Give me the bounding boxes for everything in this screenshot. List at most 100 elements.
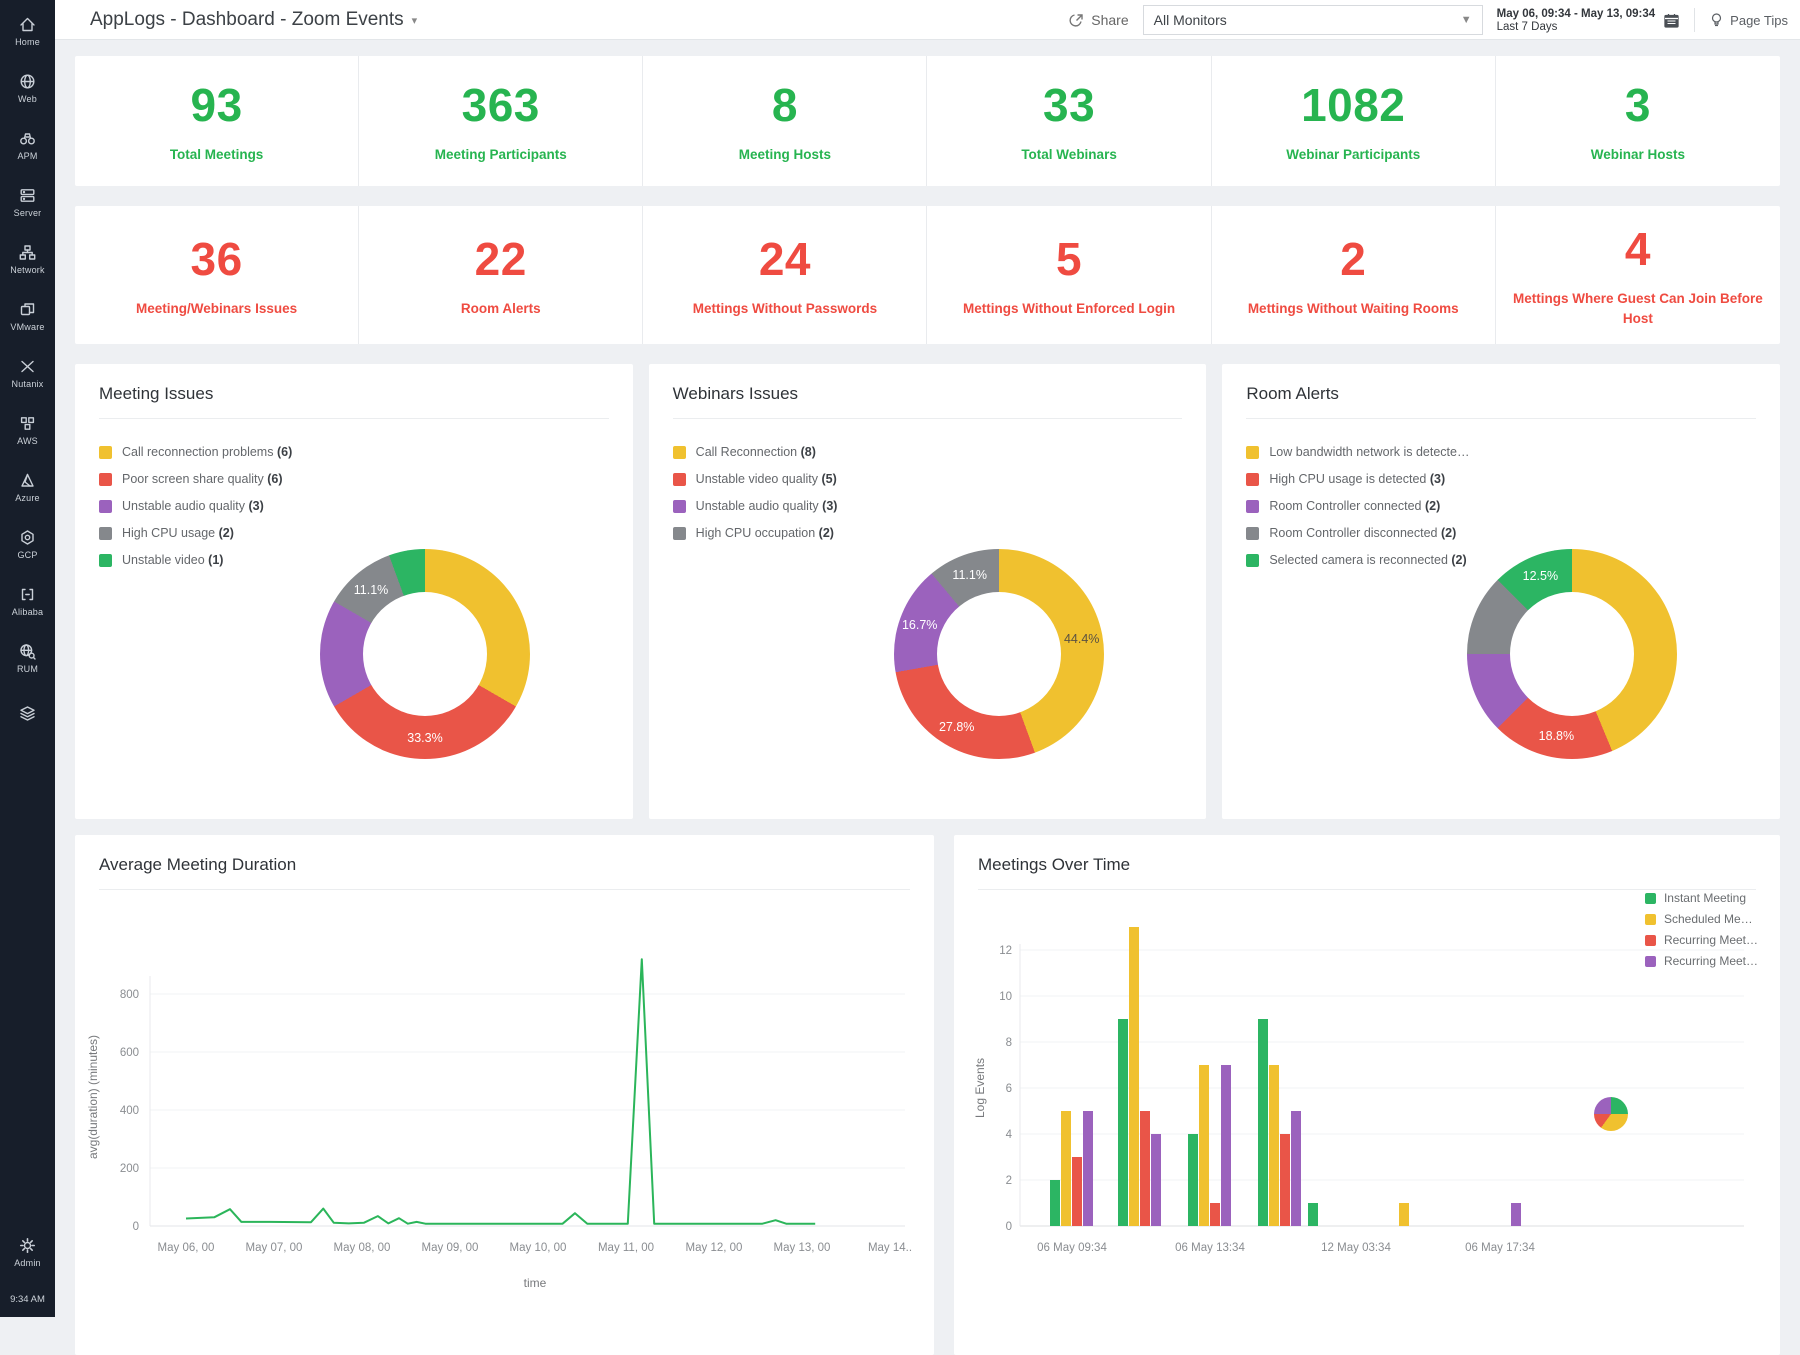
- legend-item: High CPU usage is detected (3): [1246, 472, 1756, 486]
- sidebar: Home Web APM Server Network VMware Nutan…: [0, 0, 55, 1317]
- stat-card: 33 Total Webinars: [927, 56, 1212, 186]
- aws-icon: [18, 414, 37, 433]
- donut-chart: 33.3% 11.1%: [320, 549, 530, 759]
- bar: [1210, 1203, 1220, 1226]
- donut-slice-label: 18.8%: [1538, 729, 1575, 743]
- donut-slice-label: 12.5%: [1522, 569, 1559, 583]
- bar: [1188, 1134, 1198, 1226]
- bar: [1280, 1134, 1290, 1226]
- page-tips-button[interactable]: Page Tips: [1709, 12, 1788, 28]
- donut-slice-label: 27.8%: [938, 720, 975, 734]
- sidebar-item-web[interactable]: Web: [0, 57, 55, 114]
- svg-text:May 12, 00: May 12, 00: [686, 1242, 743, 1254]
- stat-value: 36: [190, 232, 243, 285]
- bar: [1221, 1065, 1231, 1226]
- sidebar-item-apm[interactable]: APM: [0, 114, 55, 171]
- sidebar-item-label: Nutanix: [11, 378, 44, 389]
- panel-title: Meeting Issues: [99, 384, 214, 403]
- sidebar-item-network[interactable]: Network: [0, 228, 55, 285]
- bar: [1083, 1111, 1093, 1226]
- svg-text:May 07, 00: May 07, 00: [246, 1242, 303, 1254]
- legend-item: Instant Meeting: [1644, 891, 1758, 905]
- svg-text:06 May 17:34: 06 May 17:34: [1465, 1242, 1535, 1254]
- donut-slice-label: 33.3%: [407, 731, 443, 745]
- rum-icon: [18, 642, 37, 661]
- bar: [1258, 1019, 1268, 1226]
- legend-item: Poor screen share quality (6): [99, 472, 609, 486]
- sidebar-item-aws[interactable]: AWS: [0, 399, 55, 456]
- chevron-down-icon: ▾: [411, 14, 418, 27]
- monitor-filter-select[interactable]: All Monitors ▼: [1142, 5, 1483, 35]
- meeting-stats-row: 93 Total Meetings 363 Meeting Participan…: [75, 56, 1780, 186]
- calendar-icon: [1664, 13, 1679, 28]
- legend-swatch: [672, 472, 686, 486]
- sidebar-item-gcp[interactable]: GCP: [0, 513, 55, 570]
- vmware-icon: [18, 300, 37, 319]
- sidebar-item-vmware[interactable]: VMware: [0, 285, 55, 342]
- sidebar-item-nutanix[interactable]: Nutanix: [0, 342, 55, 399]
- sidebar-item-label: Web: [18, 93, 37, 104]
- alibaba-icon: [18, 585, 37, 604]
- svg-text:12: 12: [999, 945, 1012, 957]
- donut-chart: 18.8% 12.5%: [1467, 549, 1678, 759]
- sidebar-item-azure[interactable]: Azure: [0, 456, 55, 513]
- legend-swatch: [672, 499, 686, 513]
- bar: [1511, 1203, 1521, 1226]
- legend-item: Call Reconnection (8): [672, 445, 1183, 459]
- sidebar-item-label: RUM: [16, 663, 39, 674]
- header-divider: [1694, 8, 1696, 32]
- stat-label: Mettings Without Enforced Login: [963, 300, 1176, 316]
- sidebar-item-home[interactable]: Home: [0, 0, 55, 57]
- home-icon: [18, 15, 37, 34]
- sidebar-item-label: Alibaba: [11, 606, 44, 617]
- legend-swatch: [99, 499, 112, 513]
- stat-card: 2 Mettings Without Waiting Rooms: [1212, 206, 1496, 344]
- sidebar-item-alibaba[interactable]: Alibaba: [0, 570, 55, 627]
- donut-slice-label: 11.1%: [353, 583, 389, 597]
- stat-card: 22 Room Alerts: [359, 206, 644, 344]
- legend-item: Unstable audio quality (3): [672, 499, 1183, 513]
- gear-icon: [18, 1236, 37, 1255]
- svg-text:May 10, 00: May 10, 00: [510, 1242, 567, 1254]
- bar: [1291, 1111, 1301, 1226]
- sidebar-item-server[interactable]: Server: [0, 171, 55, 228]
- stat-value: 4: [1624, 222, 1651, 275]
- sidebar-item-admin[interactable]: Admin: [0, 1221, 55, 1278]
- svg-text:May 14..: May 14..: [868, 1242, 912, 1254]
- svg-text:400: 400: [120, 1105, 139, 1117]
- bar: [1399, 1203, 1409, 1226]
- bar: [1061, 1111, 1071, 1226]
- svg-text:Log Events: Log Events: [973, 1058, 987, 1118]
- sidebar-item-label: VMware: [10, 321, 45, 332]
- donut-slice-label: 11.1%: [952, 568, 987, 582]
- stat-card: 4 Mettings Where Guest Can Join Before H…: [1496, 206, 1780, 344]
- svg-text:6: 6: [1006, 1083, 1012, 1095]
- legend-swatch: [99, 445, 112, 459]
- azure-icon: [18, 471, 37, 490]
- sidebar-item-applogs[interactable]: [0, 684, 55, 741]
- svg-text:May 09, 00: May 09, 00: [422, 1242, 479, 1254]
- page-title: AppLogs - Dashboard - Zoom Events: [90, 9, 404, 30]
- donut-legend: Call reconnection problems (6) Poor scre…: [99, 445, 609, 567]
- stat-card: 1082 Webinar Participants: [1212, 56, 1496, 186]
- stat-value: 1082: [1301, 78, 1406, 131]
- stat-label: Meeting Hosts: [738, 146, 832, 162]
- donut-chart: 44.4% 27.8% 16.7% 11.1%: [893, 549, 1104, 759]
- stat-value: 2: [1340, 232, 1367, 285]
- bulb-icon: [1712, 13, 1722, 27]
- legend-item: Low bandwidth network is detecte…: [1246, 445, 1756, 459]
- share-button[interactable]: Share: [1068, 12, 1129, 28]
- bar: [1269, 1065, 1279, 1226]
- svg-text:0: 0: [1006, 1221, 1012, 1233]
- stat-card: 93 Total Meetings: [75, 56, 360, 186]
- duration-line-chart: 0 200 400 600 800 May 06, 00 May 07, 00 May 08,…: [86, 958, 912, 1290]
- date-range-picker[interactable]: May 06, 09:34 - May 13, 09:34 Last 7 Day…: [1497, 8, 1681, 33]
- bar: [1140, 1111, 1150, 1226]
- sidebar-item-rum[interactable]: RUM: [0, 627, 55, 684]
- svg-text:May 06, 00: May 06, 00: [158, 1242, 215, 1254]
- legend-item: Unstable audio quality (3): [99, 499, 609, 513]
- dashboard-title-dropdown[interactable]: AppLogs - Dashboard - Zoom Events ▾: [90, 0, 417, 40]
- svg-text:4: 4: [1006, 1129, 1013, 1141]
- donut-panel: Meeting Issues Call reconnection problem…: [75, 364, 633, 819]
- sidebar-item-label: GCP: [17, 549, 38, 560]
